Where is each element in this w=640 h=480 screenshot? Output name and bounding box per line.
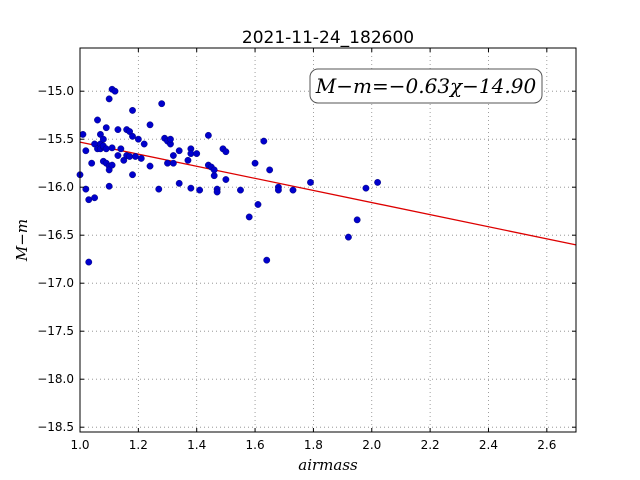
annotation-frame: [309, 68, 543, 104]
data-point: [222, 148, 230, 156]
data-point: [175, 179, 183, 187]
fit-equation: M−m=−0.63χ−14.90: [315, 74, 537, 98]
x-tick-label: 2.4: [479, 438, 498, 452]
data-point: [108, 161, 116, 169]
data-point: [266, 166, 274, 174]
data-point: [146, 162, 154, 170]
y-axis-title: M−m: [13, 219, 31, 262]
data-point: [132, 153, 139, 160]
data-point: [263, 256, 271, 264]
data-point: [245, 213, 253, 221]
x-tick-label: 2.2: [421, 438, 440, 452]
x-tick-label: 1.4: [187, 438, 206, 452]
x-tick-label: 1.2: [129, 438, 148, 452]
data-point: [82, 147, 90, 155]
y-tick-label: −15.5: [37, 132, 74, 146]
x-tick-label: 1.8: [304, 438, 323, 452]
data-point: [251, 159, 259, 167]
chart-title: 2021-11-24_182600: [242, 28, 414, 48]
data-point: [94, 116, 101, 124]
data-point: [210, 166, 218, 174]
data-point: [129, 171, 136, 179]
fit-layer: [79, 141, 577, 246]
data-point: [108, 144, 116, 152]
y-tick-label: −17.0: [37, 276, 74, 290]
data-point: [307, 178, 314, 186]
data-point: [169, 159, 177, 167]
data-point: [79, 130, 87, 138]
y-tick-label: −16.0: [37, 180, 74, 194]
data-point: [362, 184, 370, 192]
data-point: [187, 150, 195, 158]
data-point: [88, 159, 96, 167]
data-point: [117, 145, 125, 153]
data-point: [114, 152, 122, 159]
data-point: [91, 194, 98, 202]
data-point: [105, 95, 113, 103]
data-point: [134, 135, 142, 143]
y-tick-label: −17.5: [37, 324, 74, 338]
data-point: [164, 159, 171, 167]
fit-line: [79, 141, 577, 246]
data-point: [129, 132, 136, 140]
data-point: [345, 233, 352, 241]
y-tick-label: −16.5: [37, 228, 74, 242]
data-point: [193, 150, 201, 158]
data-point: [158, 100, 166, 108]
plot-frame: [79, 47, 577, 433]
y-tick-label: −18.5: [37, 420, 74, 434]
data-point: [111, 87, 119, 95]
data-point: [196, 186, 204, 194]
data-point: [274, 186, 282, 194]
data-point: [167, 135, 174, 143]
data-point: [137, 154, 145, 162]
data-point: [187, 184, 195, 192]
data-point: [222, 176, 230, 183]
x-tick-label: 2.6: [537, 438, 556, 452]
data-point: [99, 135, 107, 143]
data-point: [213, 188, 221, 196]
data-point: [175, 147, 183, 155]
x-axis-title: airmass: [298, 456, 358, 474]
x-tick-label: 1.6: [246, 438, 265, 452]
data-point: [210, 172, 218, 180]
data-point: [169, 152, 177, 159]
x-tick-label: 2.0: [362, 438, 381, 452]
data-point: [184, 156, 192, 164]
y-tick-label: −18.0: [37, 372, 74, 386]
data-point: [140, 140, 148, 148]
points-layer: [76, 85, 381, 266]
x-tick-label: 1.0: [70, 438, 89, 452]
data-point: [237, 186, 244, 194]
data-point: [353, 216, 361, 224]
data-point: [126, 153, 134, 160]
data-point: [374, 178, 381, 186]
data-point: [146, 121, 154, 129]
data-point: [155, 185, 163, 193]
data-point: [105, 182, 113, 190]
data-point: [289, 186, 297, 194]
data-point: [260, 137, 268, 145]
data-point: [102, 124, 110, 132]
data-point: [204, 131, 212, 139]
data-point: [114, 126, 122, 134]
x-tick-labels: 1.0 1.2 1.4 1.6 1.8 2.0 2.2 2.4 2.6: [70, 438, 556, 452]
fit-annotation-box: M−m=−0.63χ−14.90: [309, 68, 543, 104]
ticks-layer: [79, 48, 576, 432]
data-point: [102, 145, 110, 153]
data-point: [85, 258, 93, 266]
data-point: [82, 185, 90, 193]
data-point: [85, 196, 93, 204]
data-point: [254, 201, 262, 208]
y-tick-label: −15.0: [37, 84, 74, 98]
y-tick-labels: −15.0 −15.5 −16.0 −16.5 −17.0 −17.5 −18.0 −18.5: [37, 84, 74, 434]
plot-background: [80, 48, 576, 432]
data-point: [129, 107, 136, 114]
